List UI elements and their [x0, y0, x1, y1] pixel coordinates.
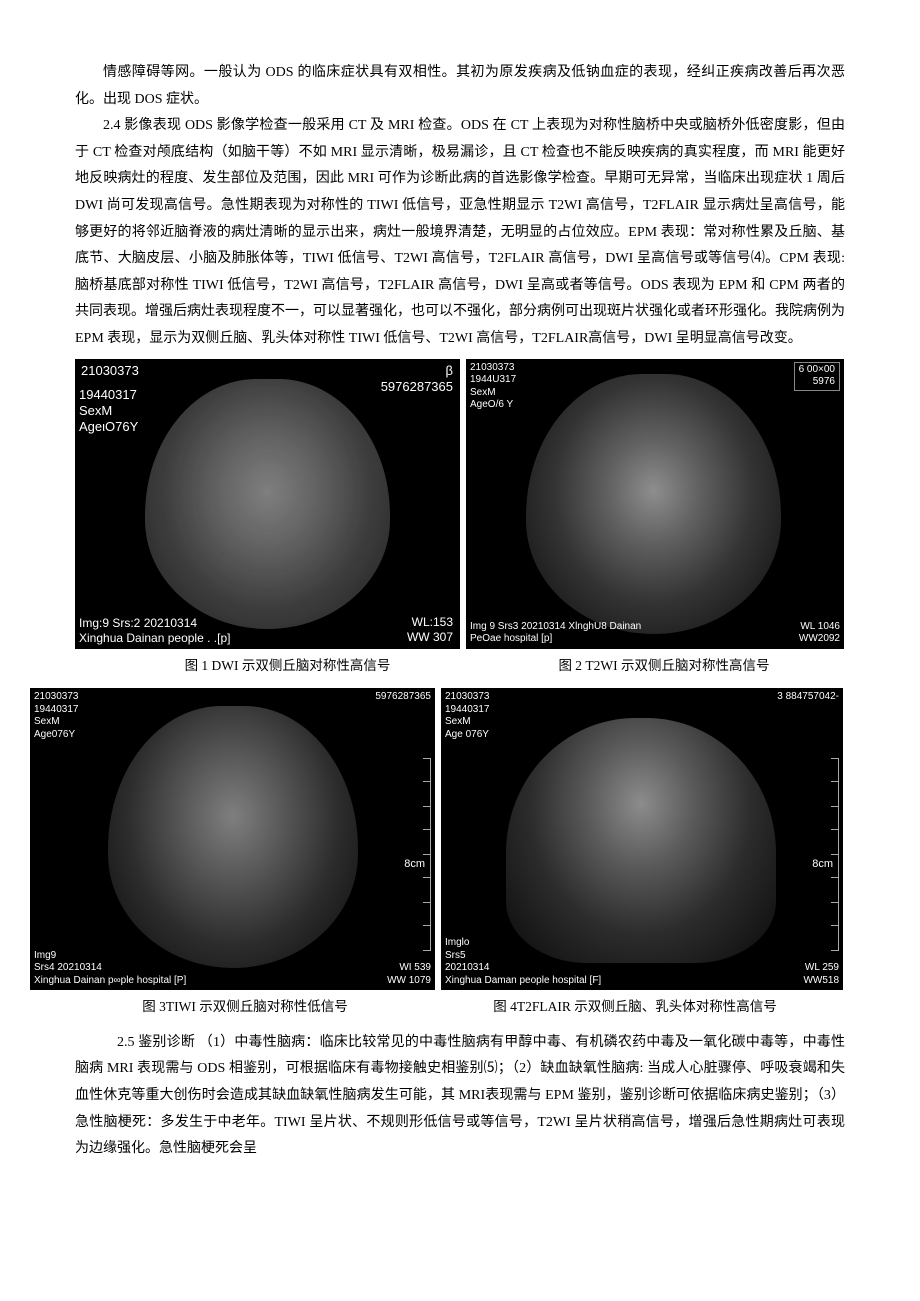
brain-scan-image: [506, 718, 776, 963]
figure-1-caption: 图 1 DWI 示双侧丘脑对称性高信号: [75, 653, 460, 679]
overlay-text: 3 884757042-: [777, 691, 839, 704]
scale-label: 8cm: [812, 858, 833, 872]
overlay-text: WL 259 WW518: [803, 962, 839, 987]
overlay-text: β 5976287365: [378, 362, 456, 397]
brain-scan-image: [108, 706, 358, 968]
overlay-text: 19440317 SexM AgeιO76Y: [79, 387, 138, 436]
para-2: 2.4 影像表现 ODS 影像学检查一般采用 CT 及 MRI 检查。ODS 在…: [75, 113, 845, 352]
overlay-text: WI 539 WW 1079: [387, 962, 431, 987]
figure-4-caption: 图 4T2FLAIR 示双侧丘脑、乳头体对称性高信号: [425, 994, 845, 1020]
overlay-text: Img:9 Srs:2 20210314 Xinghua Dainan peop…: [79, 616, 230, 646]
overlay-text: Img9 Srs4 20210314 Xinghua Dainan p∞ple …: [34, 950, 186, 988]
scale-label: 8cm: [404, 858, 425, 872]
brain-scan-image: [145, 379, 390, 629]
overlay-text: 6 00×00 5976: [794, 362, 840, 391]
figure-2-caption: 图 2 T2WI 示双侧丘脑对称性高信号: [460, 653, 838, 679]
para-1: 情感障碍等网。一般认为 ODS 的临床症状具有双相性。其初为原发疾病及低钠血症的…: [75, 60, 845, 113]
figure-4: 21030373 19440317 SexM Age 076Y 3 884757…: [441, 688, 843, 990]
brain-scan-image: [526, 374, 781, 634]
figure-2: 21030373 1944U317 SexM AgeO/6 Y 6 00×00 …: [466, 359, 844, 649]
overlay-text: 21030373: [79, 362, 141, 380]
overlay-text: 5976287365: [375, 691, 431, 704]
scale-bar: [838, 758, 839, 950]
figure-3: 21030373 19440317 SexM Age076Y 597628736…: [30, 688, 435, 990]
overlay-text: WL 1046 WW2092: [799, 621, 840, 646]
figure-row-1: 21030373 19440317 SexM AgeιO76Y β 597628…: [75, 359, 845, 649]
overlay-text: 21030373 19440317 SexM Age076Y: [34, 691, 79, 741]
overlay-text: 21030373 19440317 SexM Age 076Y: [445, 691, 490, 741]
scale-bar: [430, 758, 431, 950]
overlay-text: WL:153 WW 307: [404, 614, 456, 646]
caption-row-2: 图 3TIWI 示双侧丘脑对称性低信号 图 4T2FLAIR 示双侧丘脑、乳头体…: [65, 994, 845, 1020]
figure-row-2: 21030373 19440317 SexM Age076Y 597628736…: [30, 688, 845, 990]
caption-row-1: 图 1 DWI 示双侧丘脑对称性高信号 图 2 T2WI 示双侧丘脑对称性高信号: [75, 653, 845, 679]
figure-3-caption: 图 3TIWI 示双侧丘脑对称性低信号: [65, 994, 425, 1020]
overlay-text: 21030373 1944U317 SexM AgeO/6 Y: [470, 362, 516, 412]
figure-1: 21030373 19440317 SexM AgeιO76Y β 597628…: [75, 359, 460, 649]
para-3: 2.5 鉴别诊断 （1）中毒性脑病：临床比较常见的中毒性脑病有甲醇中毒、有机磷农…: [75, 1030, 845, 1163]
